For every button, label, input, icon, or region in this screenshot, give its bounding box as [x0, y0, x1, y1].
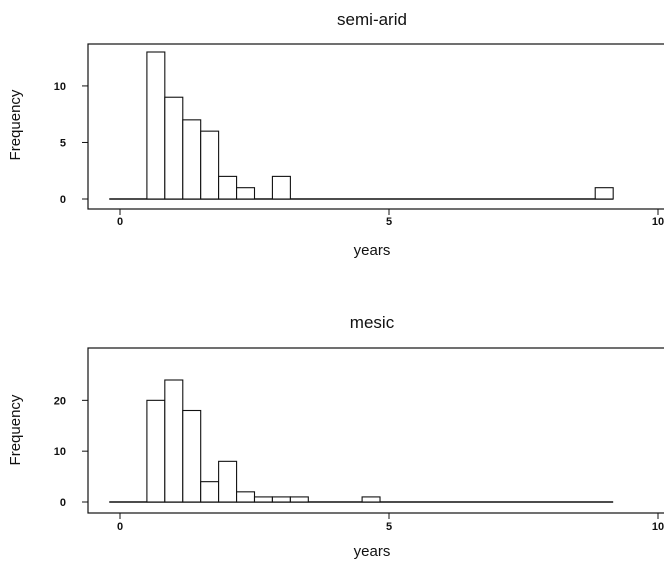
y-tick-label: 10 [54, 446, 66, 458]
x-tick-label: 10 [652, 216, 664, 228]
histogram-bar [236, 491, 256, 503]
histogram-bar [594, 187, 614, 200]
histogram-bar [218, 175, 238, 200]
histogram-bar [146, 399, 166, 503]
histogram-bar [218, 460, 238, 503]
y-tick-label: 10 [54, 81, 66, 93]
plot-frame [87, 43, 664, 210]
x-tick-label: 0 [117, 521, 123, 533]
histogram-bar [200, 481, 220, 503]
semi-arid-panel: semi-arid years Frequency 0 5 10 0 5 10 [7, 10, 664, 259]
histogram-bar [182, 409, 202, 503]
histogram-bar [253, 496, 273, 503]
plot-frame [87, 347, 664, 514]
x-tick-label: 5 [386, 216, 392, 228]
y-tick-label: 0 [60, 194, 66, 206]
histogram-bar [289, 496, 309, 503]
x-tick-label: 10 [652, 521, 664, 533]
chart-title: mesic [350, 313, 395, 332]
x-tick-label: 0 [117, 216, 123, 228]
y-tick-label: 20 [54, 395, 66, 407]
mesic-panel: mesic years Frequency 0 5 10 0 10 20 [7, 313, 664, 560]
histogram-bar [200, 130, 220, 200]
histogram-bar [164, 96, 184, 200]
y-axis-label: Frequency [7, 394, 24, 465]
y-axis-label: Frequency [7, 89, 24, 160]
histogram-bar [164, 379, 184, 503]
x-axis-label: years [354, 543, 391, 560]
x-tick-label: 5 [386, 521, 392, 533]
histogram-bar [271, 175, 291, 200]
histogram-bar [361, 496, 381, 503]
histogram-bar [236, 187, 256, 200]
x-axis-label: years [354, 242, 391, 259]
y-tick-label: 0 [60, 497, 66, 509]
histogram-bar [146, 51, 166, 200]
chart-title: semi-arid [337, 10, 407, 29]
histogram-bar [182, 119, 202, 200]
histogram-bar [271, 496, 291, 503]
y-tick-label: 5 [60, 137, 66, 149]
